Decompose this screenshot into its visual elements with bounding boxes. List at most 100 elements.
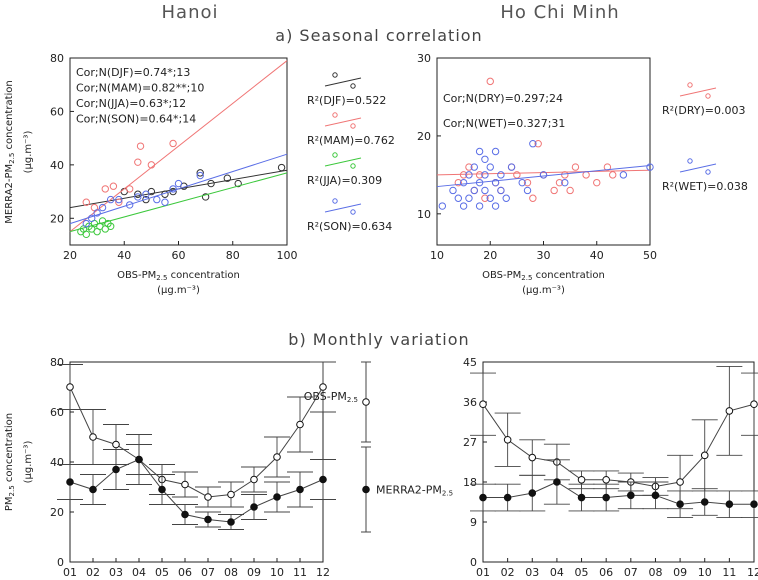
correlation-annotation: Cor;N(DJF)=0.74*;13 xyxy=(76,66,190,79)
correlation-annotation: Cor;N(DRY)=0.297;24 xyxy=(443,92,563,105)
legend-marker-merra xyxy=(362,485,370,494)
point-merra xyxy=(227,518,235,526)
point-djf xyxy=(201,193,210,201)
point-mam xyxy=(125,185,134,193)
point-obs xyxy=(204,493,212,501)
y-axis-unit: (µg.m⁻³) xyxy=(23,441,34,484)
legend-marker xyxy=(332,112,338,118)
legend-marker xyxy=(332,198,338,204)
point-obs xyxy=(528,453,537,462)
y-tick-label: 40 xyxy=(50,456,64,469)
point-jja xyxy=(82,230,90,239)
point-wet xyxy=(475,178,484,187)
point-merra xyxy=(319,475,327,484)
hanoi-scatter-chart: 20 40 60 80 100 20 40 60 80 Cor;N(DJF)=0.74*;13 Co… xyxy=(4,52,395,296)
legend-line-djf xyxy=(324,77,362,87)
y-tick-label: 80 xyxy=(50,356,64,369)
x-tick-label: 09 xyxy=(247,566,261,579)
point-obs xyxy=(273,453,281,461)
y-tick-label: 9 xyxy=(470,516,477,529)
point-merra xyxy=(602,493,610,502)
y-tick-label: 45 xyxy=(463,356,477,369)
hanoi-monthly-chart: 010203040506070809101112020406080MonthPM… xyxy=(4,356,453,579)
point-wet xyxy=(646,163,654,171)
point-merra xyxy=(577,493,586,502)
r2-label-djf: R²(DJF)=0.522 xyxy=(307,94,386,107)
r2-label-mam: R²(MAM)=0.762 xyxy=(307,134,395,147)
point-djf xyxy=(277,163,286,172)
y-tick-label: 40 xyxy=(50,159,64,172)
y-axis-label: PM2.5 concentration xyxy=(4,413,16,511)
x-tick-label: 01 xyxy=(476,566,490,579)
point-obs xyxy=(750,400,758,409)
x-tick-label: 03 xyxy=(109,566,123,579)
point-mam xyxy=(101,185,109,193)
correlation-annotation: Cor;N(SON)=0.64*;14 xyxy=(76,113,196,126)
series-line-merra xyxy=(483,481,754,505)
point-obs xyxy=(250,475,258,484)
legend-line-dry xyxy=(679,87,717,97)
y-tick-label: 20 xyxy=(417,130,431,143)
plot-frame xyxy=(482,361,755,563)
hcm-monthly-chart: 0102030405060708091011120918273645Month xyxy=(463,356,758,579)
x-tick-label: 80 xyxy=(226,249,240,262)
point-merra xyxy=(750,500,758,509)
point-jja xyxy=(106,222,115,231)
point-merra xyxy=(112,465,120,474)
x-tick-label: 11 xyxy=(293,566,307,579)
legend-marker xyxy=(705,169,711,175)
point-wet xyxy=(539,171,548,179)
r2-label-son: R²(SON)=0.634 xyxy=(307,220,392,233)
x-tick-label: 10 xyxy=(698,566,712,579)
fit-line-mam xyxy=(69,60,288,233)
legend-label-merra: MERRA2-PM2.5 xyxy=(376,484,453,498)
x-axis-unit: (µg.m⁻³) xyxy=(522,285,565,296)
series-line-obs xyxy=(69,386,324,498)
point-wet xyxy=(518,178,526,187)
point-wet xyxy=(470,186,478,195)
city-title-hcm: Ho Chi Minh xyxy=(500,2,619,23)
point-wet xyxy=(507,163,516,171)
point-wet xyxy=(475,202,484,210)
point-dry xyxy=(523,178,532,187)
point-merra xyxy=(273,493,281,501)
point-merra xyxy=(528,489,537,497)
fit-line-dry xyxy=(436,169,651,176)
section-b-title: b) Monthly variation xyxy=(288,330,469,349)
point-wet xyxy=(491,202,500,210)
point-dry xyxy=(486,77,494,86)
x-tick-label: 10 xyxy=(270,566,284,579)
y-tick-label: 27 xyxy=(463,436,477,449)
series-line-merra xyxy=(69,458,324,523)
legend-marker xyxy=(705,93,711,99)
point-merra xyxy=(66,478,74,486)
x-tick-label: 02 xyxy=(86,566,100,579)
x-tick-label: 08 xyxy=(648,566,662,579)
point-wet xyxy=(497,171,505,179)
point-dry xyxy=(459,171,468,179)
point-son xyxy=(93,209,101,217)
x-tick-label: 02 xyxy=(501,566,515,579)
point-djf xyxy=(223,174,232,182)
fit-line-son xyxy=(69,153,288,225)
x-tick-label: 50 xyxy=(643,249,657,262)
x-tick-label: 01 xyxy=(63,566,77,579)
point-wet xyxy=(486,163,494,171)
point-son xyxy=(161,198,169,206)
point-wet xyxy=(481,186,489,195)
point-merra xyxy=(627,491,635,500)
point-dry xyxy=(566,186,574,195)
point-wet xyxy=(465,194,473,202)
point-obs xyxy=(66,383,74,391)
point-merra xyxy=(553,478,561,486)
point-mam xyxy=(147,161,156,169)
point-merra xyxy=(181,510,189,519)
y-tick-label: 60 xyxy=(50,406,64,419)
x-tick-label: 07 xyxy=(624,566,638,579)
section-a-title: a) Seasonal correlation xyxy=(275,26,482,45)
legend-line-jja xyxy=(324,157,362,167)
x-tick-label: 40 xyxy=(117,249,131,262)
point-obs xyxy=(676,478,684,486)
x-axis-unit: (µg.m⁻³) xyxy=(157,285,200,296)
city-title-hanoi: Hanoi xyxy=(162,2,219,23)
